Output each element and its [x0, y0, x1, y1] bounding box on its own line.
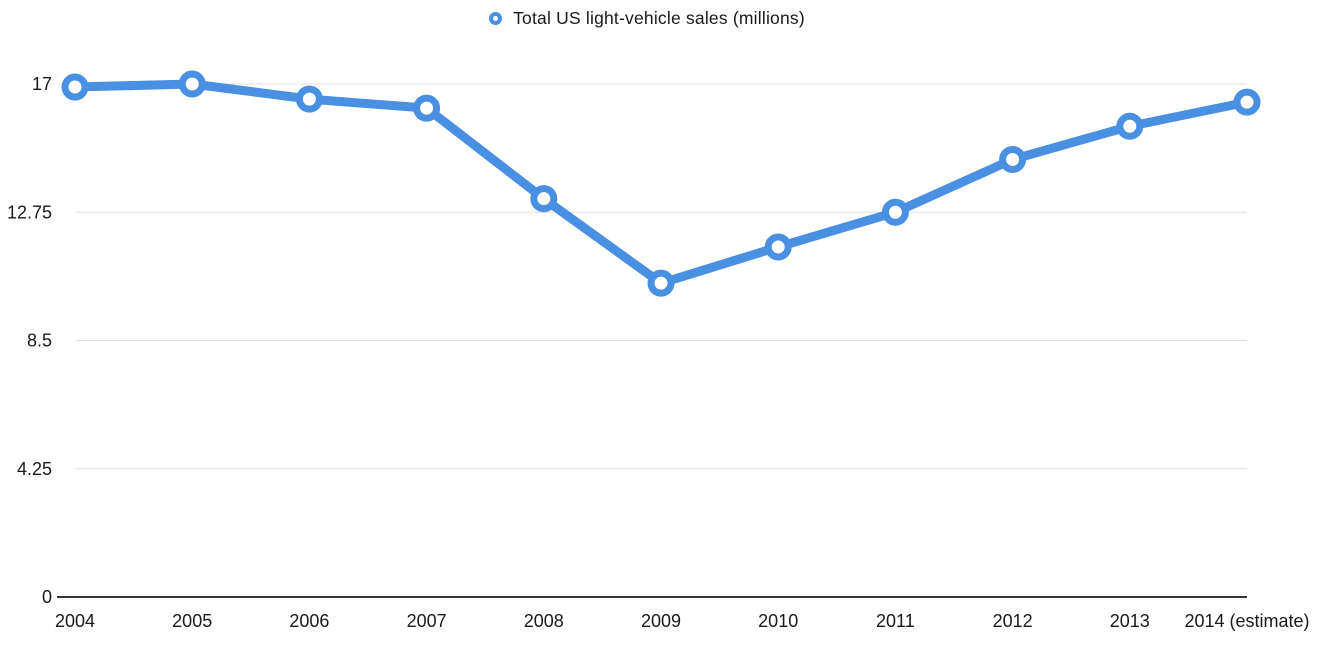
legend-marker-icon: [489, 12, 503, 25]
chart-legend: Total US light-vehicle sales (millions): [0, 8, 1310, 29]
x-axis-tick-label: 2004: [55, 611, 95, 631]
x-axis-tick-label: 2009: [641, 611, 681, 631]
x-axis-tick-label: 2011: [876, 611, 915, 631]
data-line: [70, 79, 1252, 288]
x-axis-tick-label: 2012: [993, 611, 1033, 631]
x-axis-tick-label: 2013: [1110, 611, 1150, 631]
y-axis-tick-label: 4.25: [17, 459, 52, 479]
y-axis-tick-label: 12.75: [7, 202, 52, 222]
data-point-marker: [61, 73, 89, 101]
x-axis-tick-label: 2010: [758, 611, 798, 631]
data-point-marker: [530, 185, 558, 213]
data-point-marker: [999, 145, 1027, 173]
x-axis-tick-label: 2005: [172, 611, 212, 631]
data-point-marker: [295, 85, 323, 113]
data-point-marker: [764, 233, 792, 261]
x-axis-tick-label: 2007: [407, 611, 447, 631]
y-axis-tick-label: 0: [42, 587, 52, 607]
legend-label: Total US light-vehicle sales (millions): [513, 8, 805, 28]
data-point-marker: [881, 198, 909, 226]
x-axis-tick-label: 2006: [289, 611, 329, 631]
data-point-marker: [647, 269, 675, 297]
x-axis-tick-label: 2008: [524, 611, 564, 631]
x-axis-tick-label: 2014 (estimate): [1184, 611, 1309, 631]
y-axis-tick-label: 17: [32, 74, 52, 94]
data-point-marker: [1233, 88, 1261, 116]
data-point-marker: [178, 70, 206, 98]
y-axis-tick-label: 8.5: [27, 331, 52, 351]
data-point-marker: [1116, 112, 1144, 140]
data-point-marker: [413, 94, 441, 122]
